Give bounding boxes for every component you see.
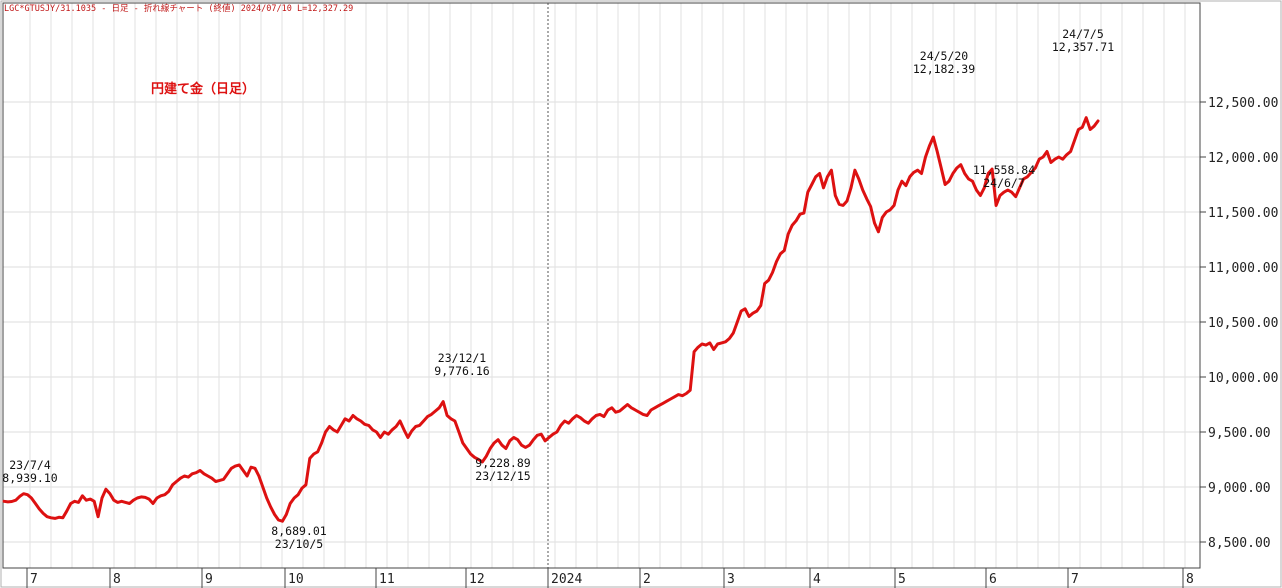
y-tick-label: 12,000.00 (1208, 151, 1278, 166)
x-tick-label: 12 (469, 572, 485, 587)
x-tick-label: 2024 (551, 572, 582, 587)
x-tick-label: 11 (379, 572, 395, 587)
annotation-date: 23/12/1 (438, 351, 487, 365)
y-tick-label: 11,000.00 (1208, 261, 1278, 276)
annotation-date: 23/10/5 (275, 537, 323, 551)
x-tick-label: 8 (1186, 572, 1194, 587)
y-tick-label: 10,500.00 (1208, 316, 1278, 331)
series-layer (2, 116, 1100, 523)
annotation-date: 24/6/7 (983, 176, 1025, 190)
x-tick-label: 7 (1071, 572, 1079, 587)
annotation-date: 24/7/5 (1062, 27, 1104, 41)
y-tick-label: 11,500.00 (1208, 206, 1278, 221)
x-axis: 7 8 9 10 11 12 2024 2 3 4 5 6 7 8 (26, 568, 1194, 588)
y-tick-label: 10,000.00 (1208, 371, 1278, 386)
price-line (2, 116, 1100, 523)
annotation-value: 8,689.01 (271, 524, 326, 538)
chart-title: 円建て金（日足） (151, 81, 255, 97)
annotation-value: 9,228.89 (475, 456, 530, 470)
y-tick-label: 9,500.00 (1208, 426, 1271, 441)
y-tick-label: 8,500.00 (1208, 536, 1271, 551)
x-tick-label: 3 (727, 572, 735, 587)
grid-lines (3, 3, 1200, 568)
x-tick-label: 9 (205, 572, 213, 587)
x-tick-label: 7 (30, 572, 38, 587)
x-tick-label: 8 (113, 572, 121, 587)
x-tick-label: 4 (813, 572, 821, 587)
annotation-date: 23/7/4 (9, 458, 51, 472)
annotation-value: 12,357.71 (1052, 40, 1114, 54)
annotation-date: 23/12/15 (475, 469, 530, 483)
x-tick-label: 6 (989, 572, 997, 587)
annotation-value: 9,776.16 (434, 364, 489, 378)
annotation-value: 12,182.39 (913, 62, 975, 76)
annotation-value: 11,558.84 (973, 163, 1035, 177)
y-tick-label: 9,000.00 (1208, 481, 1271, 496)
y-tick-label: 12,500.00 (1208, 96, 1278, 111)
annotation-value: 8,939.10 (2, 471, 57, 485)
y-axis: 8,500.00 9,000.00 9,500.00 10,000.00 10,500.… (1200, 96, 1278, 551)
annotation-date: 24/5/20 (920, 49, 969, 63)
annotations: 23/7/48,939.10 23/10/58,689.01 23/12/19,77… (2, 27, 1114, 551)
x-tick-label: 5 (898, 572, 906, 587)
x-tick-label: 2 (643, 572, 651, 587)
chart-header: LGC*GTUSJY/31.1035 - 日足 - 折れ線チャート (終値) 2… (4, 3, 353, 14)
x-tick-label: 10 (288, 572, 304, 587)
